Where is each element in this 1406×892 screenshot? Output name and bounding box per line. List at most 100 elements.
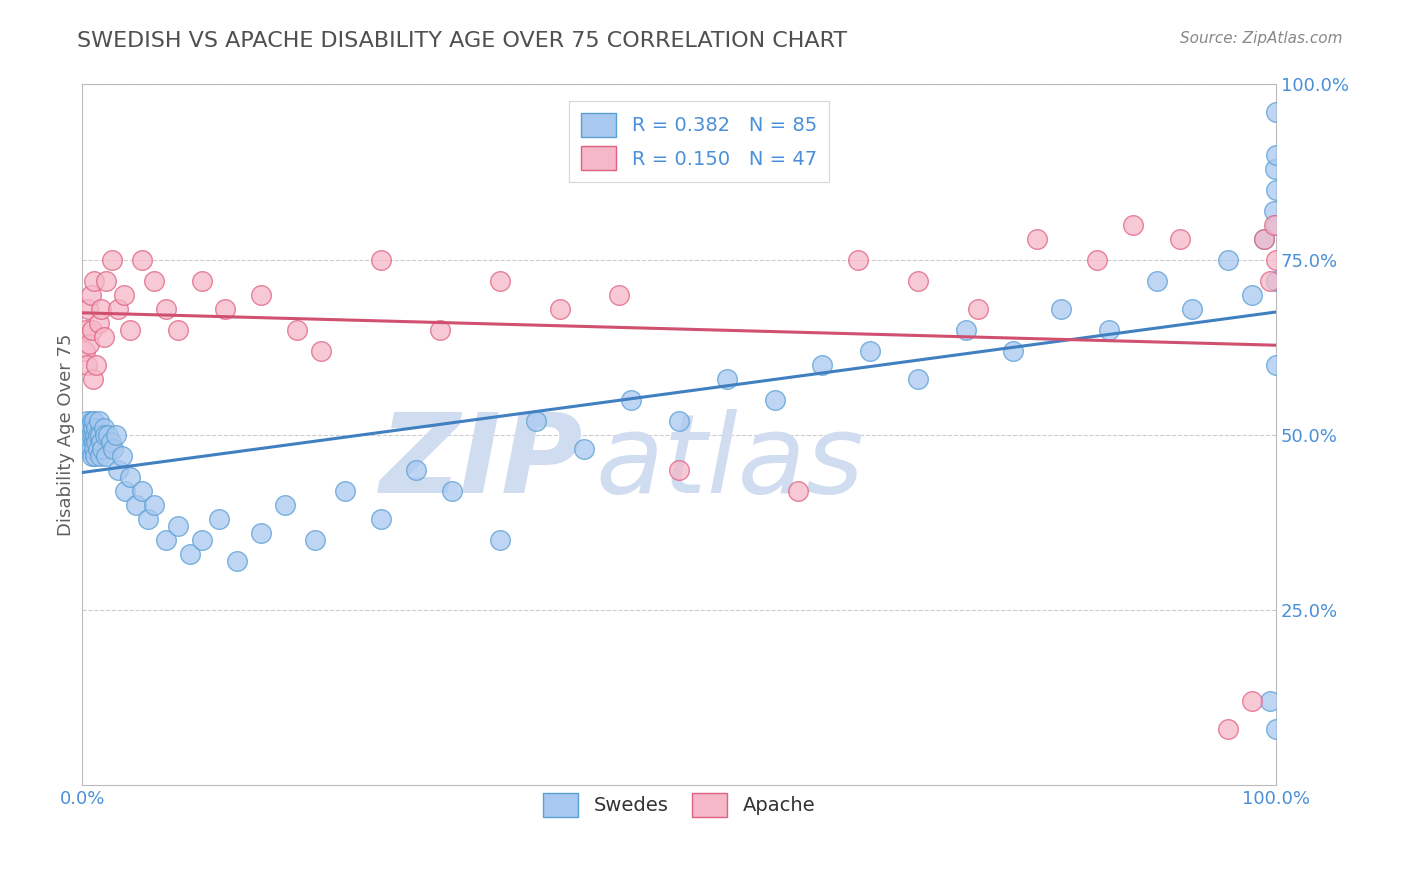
- Point: [83, 414, 105, 428]
- Point: [763, 392, 786, 407]
- Point: [1098, 323, 1121, 337]
- Point: [79, 336, 101, 351]
- Point: [489, 533, 512, 547]
- Point: [155, 533, 177, 547]
- Point: [77, 442, 100, 456]
- Point: [97, 427, 120, 442]
- Point: [716, 372, 738, 386]
- Point: [166, 323, 188, 337]
- Point: [1265, 252, 1288, 267]
- Point: [75, 323, 97, 337]
- Point: [86, 358, 108, 372]
- Point: [1241, 287, 1264, 301]
- Point: [208, 512, 231, 526]
- Point: [1265, 722, 1288, 736]
- Point: [787, 483, 810, 498]
- Point: [90, 434, 112, 449]
- Point: [114, 483, 136, 498]
- Point: [131, 252, 153, 267]
- Point: [86, 442, 108, 456]
- Text: atlas: atlas: [596, 409, 865, 516]
- Point: [76, 414, 98, 428]
- Point: [73, 427, 96, 442]
- Point: [955, 323, 977, 337]
- Point: [79, 287, 101, 301]
- Point: [87, 316, 110, 330]
- Point: [82, 427, 104, 442]
- Point: [110, 449, 132, 463]
- Point: [94, 449, 117, 463]
- Point: [285, 323, 308, 337]
- Point: [226, 554, 249, 568]
- Point: [1265, 147, 1288, 161]
- Point: [112, 287, 135, 301]
- Point: [1265, 182, 1288, 196]
- Point: [1253, 231, 1275, 245]
- Point: [489, 274, 512, 288]
- Point: [84, 427, 107, 442]
- Point: [100, 434, 122, 449]
- Point: [136, 512, 159, 526]
- Point: [1265, 358, 1288, 372]
- Point: [1241, 694, 1264, 708]
- Point: [524, 414, 547, 428]
- Point: [179, 547, 201, 561]
- Point: [118, 470, 141, 484]
- Point: [907, 372, 929, 386]
- Point: [94, 274, 117, 288]
- Point: [1258, 694, 1281, 708]
- Point: [1253, 231, 1275, 245]
- Point: [90, 301, 112, 316]
- Point: [118, 323, 141, 337]
- Point: [572, 442, 595, 456]
- Point: [811, 358, 834, 372]
- Point: [1146, 274, 1168, 288]
- Point: [77, 301, 100, 316]
- Point: [1263, 218, 1285, 232]
- Point: [668, 463, 690, 477]
- Point: [93, 421, 115, 435]
- Point: [1264, 161, 1286, 176]
- Y-axis label: Disability Age Over 75: Disability Age Over 75: [58, 334, 75, 536]
- Point: [370, 252, 392, 267]
- Point: [1170, 231, 1192, 245]
- Point: [1122, 218, 1144, 232]
- Point: [1218, 252, 1240, 267]
- Point: [131, 483, 153, 498]
- Point: [80, 449, 103, 463]
- Point: [907, 274, 929, 288]
- Point: [79, 427, 101, 442]
- Point: [93, 329, 115, 343]
- Point: [214, 301, 236, 316]
- Point: [142, 498, 165, 512]
- Point: [166, 519, 188, 533]
- Text: Source: ZipAtlas.com: Source: ZipAtlas.com: [1180, 31, 1343, 46]
- Point: [441, 483, 464, 498]
- Point: [966, 301, 988, 316]
- Point: [846, 252, 869, 267]
- Point: [405, 463, 427, 477]
- Point: [76, 358, 98, 372]
- Point: [1265, 105, 1288, 120]
- Point: [1181, 301, 1204, 316]
- Point: [1263, 203, 1285, 218]
- Point: [79, 434, 101, 449]
- Point: [75, 421, 97, 435]
- Point: [104, 427, 127, 442]
- Point: [1026, 231, 1049, 245]
- Point: [1265, 218, 1288, 232]
- Point: [309, 343, 332, 358]
- Point: [1085, 252, 1108, 267]
- Point: [859, 343, 882, 358]
- Point: [83, 442, 105, 456]
- Point: [82, 421, 104, 435]
- Point: [86, 427, 108, 442]
- Point: [101, 252, 124, 267]
- Point: [250, 287, 273, 301]
- Point: [107, 463, 129, 477]
- Point: [304, 533, 326, 547]
- Point: [190, 274, 212, 288]
- Point: [333, 483, 356, 498]
- Legend: Swedes, Apache: Swedes, Apache: [536, 785, 823, 824]
- Point: [155, 301, 177, 316]
